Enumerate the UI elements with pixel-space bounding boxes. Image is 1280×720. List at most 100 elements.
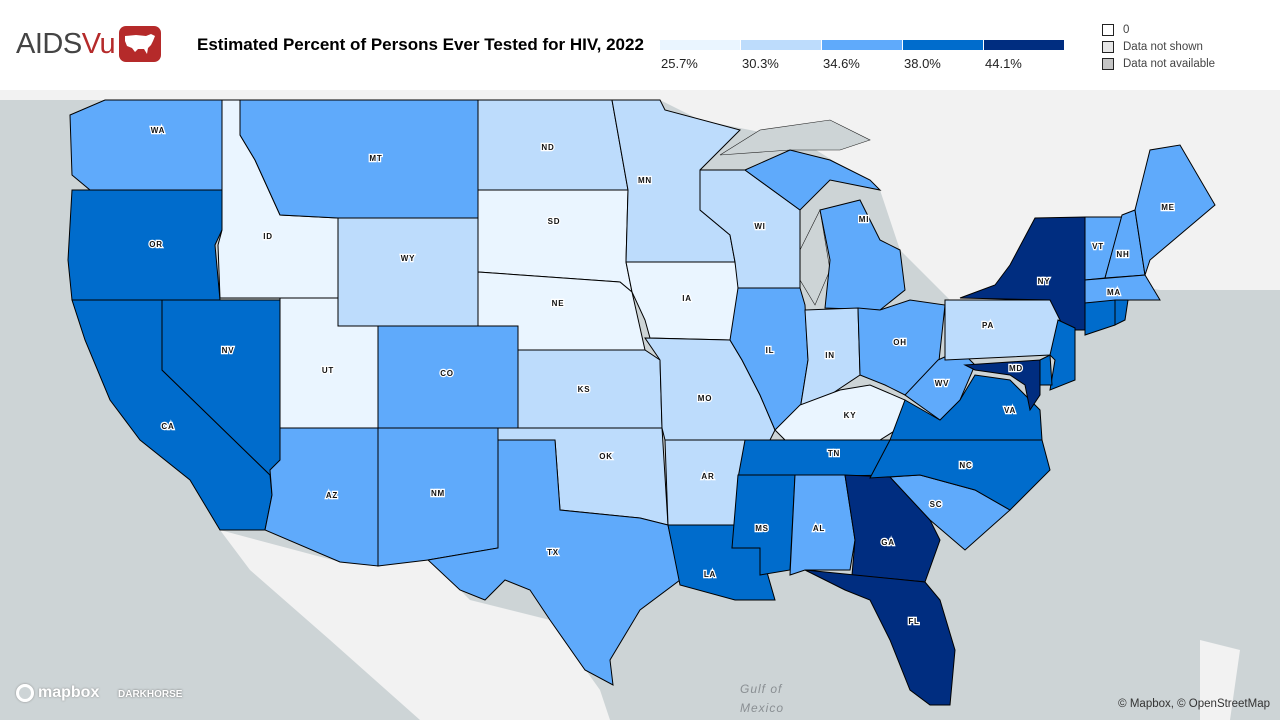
state-label: TN (828, 449, 840, 458)
logo-text-accent: Vu (81, 27, 116, 60)
state-shape[interactable] (744, 149, 882, 211)
map[interactable]: WA OR CA NV ID MT WY UT CO AZ NM ND SD NE KS OK TX MN IA MO… (0, 90, 1280, 720)
state-tx[interactable] (426, 439, 681, 686)
legend-keys: 0 Data not shown Data not available (1102, 21, 1215, 72)
state-label: IN (825, 351, 835, 360)
state-label: FL (908, 617, 919, 626)
state-label: VA (1004, 406, 1016, 415)
state-shape[interactable] (1114, 299, 1129, 326)
state-shape[interactable] (804, 569, 956, 706)
water-label-line2: Mexico (740, 701, 785, 715)
state-label: VT (1092, 242, 1104, 251)
state-label: NV (222, 346, 235, 355)
state-label: MN (638, 176, 652, 185)
scale-swatch-0 (660, 40, 740, 50)
state-label: CA (161, 422, 174, 431)
legend-key-swatch (1102, 23, 1114, 36)
state-label: MA (1107, 288, 1121, 297)
state-shape[interactable] (1084, 274, 1161, 304)
map-attribution[interactable]: © Mapbox, © OpenStreetMap (1118, 698, 1270, 710)
legend-key: Data not available (1102, 55, 1215, 72)
state-label: WV (935, 379, 950, 388)
state-label: NC (959, 461, 972, 470)
state-shape[interactable] (1039, 354, 1053, 386)
state-fl[interactable] (804, 569, 956, 706)
state-md[interactable] (963, 359, 1041, 412)
state-pa[interactable] (944, 299, 1063, 361)
state-label: TX (547, 548, 559, 557)
scale-label-4: 44.1% (985, 56, 1022, 71)
legend-key: Data not shown (1102, 38, 1215, 55)
legend-key-swatch (1102, 40, 1114, 53)
darkhorse-logo-text: DARKHORSE (118, 689, 183, 700)
state-ct[interactable] (1084, 299, 1116, 336)
state-label: MD (1009, 364, 1023, 373)
state-label: ME (1161, 203, 1175, 212)
land-area (1200, 640, 1240, 720)
state-label: MI (859, 215, 870, 224)
page-title: Estimated Percent of Persons Ever Tested… (197, 35, 644, 54)
state-nc[interactable] (869, 439, 1051, 511)
state-or[interactable] (67, 189, 223, 301)
us-map-icon (119, 26, 162, 62)
scale-label-2: 34.6% (823, 56, 860, 71)
state-label: OR (149, 240, 163, 249)
state-label: NH (1116, 250, 1129, 259)
state-label: GA (881, 538, 895, 547)
state-shape[interactable] (944, 299, 1063, 361)
legend-key-swatch (1102, 57, 1114, 70)
state-ri[interactable] (1114, 299, 1129, 326)
scale-label-0: 25.7% (661, 56, 698, 71)
header: AIDSVu Estimated Percent of Persons Ever… (0, 0, 1280, 90)
logo-text: AIDSVu (16, 27, 116, 61)
darkhorse-logo[interactable]: DARKHORSE (118, 689, 182, 700)
state-label: NE (552, 299, 565, 308)
state-label: KY (844, 411, 857, 420)
state-label: ID (263, 232, 273, 241)
state-label: OH (893, 338, 907, 347)
land-area (220, 530, 610, 720)
state-wa[interactable] (69, 99, 223, 191)
state-label: ND (541, 143, 554, 152)
state-label: SC (930, 500, 943, 509)
state-shape[interactable] (67, 189, 223, 301)
state-label: AR (701, 472, 714, 481)
logo-text-main: AIDS (16, 27, 82, 60)
state-de[interactable] (1039, 354, 1053, 386)
legend-key-label: Data not shown (1123, 40, 1203, 53)
color-scale (660, 40, 1065, 50)
mapbox-icon (16, 684, 34, 702)
state-ma[interactable] (1084, 274, 1161, 304)
scale-label-1: 30.3% (742, 56, 779, 71)
state-shape[interactable] (963, 359, 1041, 412)
state-mt[interactable] (239, 99, 479, 219)
scale-label-3: 38.0% (904, 56, 941, 71)
state-wy[interactable] (337, 217, 479, 327)
state-shape[interactable] (1084, 299, 1116, 336)
state-shape[interactable] (264, 427, 379, 567)
state-label: WA (151, 126, 166, 135)
mapbox-logo[interactable]: mapbox (16, 684, 99, 702)
state-label: OK (599, 452, 613, 461)
state-mi[interactable] (744, 149, 906, 311)
state-az[interactable] (264, 427, 379, 567)
state-label: AL (813, 524, 825, 533)
state-shape[interactable] (819, 199, 906, 311)
state-label: IA (682, 294, 692, 303)
aidsvu-logo[interactable]: AIDSVu (16, 26, 162, 62)
state-shape[interactable] (337, 217, 479, 327)
mapbox-logo-text: mapbox (38, 684, 100, 701)
scale-swatch-1 (741, 40, 821, 50)
state-shape[interactable] (69, 99, 223, 191)
state-label: MT (369, 154, 382, 163)
state-label: PA (982, 321, 994, 330)
legend-key: 0 (1102, 21, 1215, 38)
state-shape[interactable] (426, 439, 681, 686)
state-shape[interactable] (239, 99, 479, 219)
state-shape[interactable] (869, 439, 1051, 511)
state-label: NY (1038, 277, 1051, 286)
state-label: MS (755, 524, 769, 533)
state-label: IL (766, 346, 775, 355)
state-label: CO (440, 369, 454, 378)
